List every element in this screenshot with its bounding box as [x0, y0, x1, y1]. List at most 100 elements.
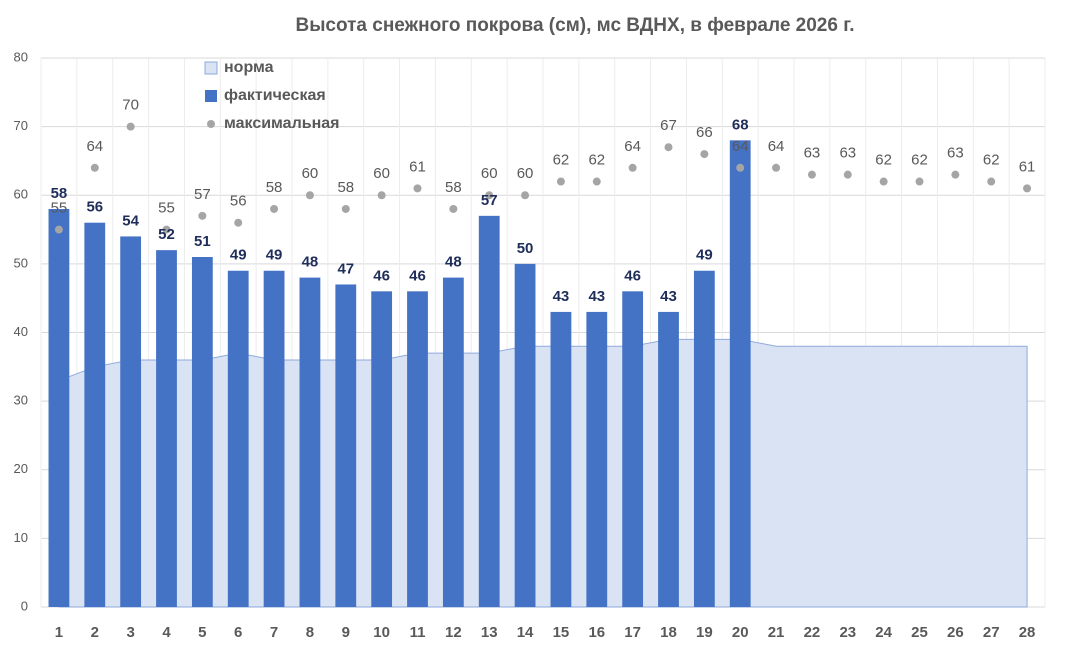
- max-point: [951, 170, 960, 179]
- max-label: 62: [911, 151, 928, 168]
- bar: [227, 270, 249, 607]
- max-label: 57: [194, 186, 211, 203]
- max-point: [664, 143, 673, 152]
- max-point: [234, 218, 243, 227]
- max-label: 55: [51, 200, 68, 217]
- x-tick-label: 13: [481, 624, 498, 641]
- max-point: [54, 225, 63, 234]
- max-point: [270, 204, 279, 213]
- bar: [442, 277, 464, 607]
- max-label: 58: [445, 179, 462, 196]
- max-label: 60: [302, 165, 319, 182]
- bar: [120, 236, 142, 608]
- max-point: [377, 191, 386, 200]
- x-tick-label: 26: [947, 624, 964, 641]
- bar: [299, 277, 321, 607]
- x-tick-label: 28: [1019, 624, 1036, 641]
- chart-title: Высота снежного покрова (см), мс ВДНХ, в…: [295, 15, 854, 36]
- max-label: 60: [373, 165, 390, 182]
- x-tick-label: 14: [517, 624, 534, 641]
- y-tick-label: 60: [14, 187, 28, 202]
- max-label: 64: [624, 138, 641, 155]
- x-tick-label: 7: [270, 624, 278, 641]
- bar-label: 56: [86, 199, 103, 216]
- bar-label: 43: [660, 288, 677, 305]
- legend-swatch: [204, 61, 218, 75]
- y-tick-label: 40: [14, 324, 28, 339]
- legend-swatch: [205, 90, 217, 102]
- max-label: 55: [158, 200, 175, 217]
- max-point: [772, 163, 781, 172]
- bar-label: 48: [445, 254, 462, 271]
- x-tick-label: 22: [804, 624, 821, 641]
- max-label: 62: [553, 151, 570, 168]
- x-tick-label: 16: [588, 624, 605, 641]
- max-point: [592, 177, 601, 186]
- x-tick-label: 24: [875, 624, 892, 641]
- bar: [371, 291, 393, 607]
- bar-label: 52: [158, 226, 175, 243]
- max-label: 61: [409, 158, 426, 175]
- y-tick-label: 10: [14, 530, 28, 545]
- max-label: 56: [230, 193, 247, 210]
- x-tick-label: 20: [732, 624, 749, 641]
- bar: [550, 311, 572, 607]
- max-point: [915, 177, 924, 186]
- max-label: 61: [1019, 158, 1036, 175]
- x-tick-label: 25: [911, 624, 928, 641]
- max-point: [162, 225, 171, 234]
- bar: [514, 263, 536, 607]
- bar-label: 49: [266, 247, 283, 264]
- bar: [407, 291, 428, 607]
- max-label: 67: [660, 117, 677, 134]
- max-point: [485, 191, 494, 200]
- x-tick-label: 12: [445, 624, 462, 641]
- max-point: [305, 191, 314, 200]
- max-label: 66: [696, 124, 713, 141]
- max-point: [700, 150, 709, 159]
- legend-label: норма: [224, 59, 274, 76]
- max-point: [126, 122, 135, 131]
- bar: [263, 270, 285, 607]
- x-tick-label: 1: [55, 624, 63, 641]
- x-tick-label: 6: [234, 624, 242, 641]
- max-label: 64: [86, 138, 103, 155]
- x-tick-label: 10: [373, 624, 390, 641]
- max-point: [449, 204, 458, 213]
- max-point: [628, 163, 637, 172]
- max-point: [198, 211, 207, 220]
- x-tick-label: 3: [126, 624, 134, 641]
- bar: [622, 291, 644, 607]
- bar-label: 46: [624, 267, 641, 284]
- max-label: 60: [517, 165, 534, 182]
- max-label: 62: [875, 151, 892, 168]
- y-tick-label: 80: [14, 49, 28, 64]
- bar-label: 54: [122, 212, 139, 229]
- y-tick-label: 50: [14, 255, 28, 270]
- x-tick-label: 9: [342, 624, 350, 641]
- max-point: [807, 170, 816, 179]
- max-point: [987, 177, 996, 186]
- x-tick-label: 27: [983, 624, 1000, 641]
- x-tick-label: 5: [198, 624, 206, 641]
- bar-label: 57: [481, 192, 498, 209]
- bar: [658, 311, 679, 607]
- bar: [693, 270, 715, 607]
- bar-label: 46: [373, 267, 390, 284]
- bar: [191, 257, 213, 607]
- max-point: [843, 170, 852, 179]
- max-label: 58: [266, 179, 283, 196]
- bar-label: 50: [517, 240, 534, 257]
- max-point: [521, 191, 530, 200]
- max-label: 60: [481, 165, 498, 182]
- legend-label: фактическая: [224, 87, 326, 104]
- bar-label: 47: [337, 260, 354, 277]
- plot: [48, 122, 1032, 608]
- bar-label: 49: [696, 247, 713, 264]
- bar-label: 46: [409, 267, 426, 284]
- x-tick-label: 4: [162, 624, 171, 641]
- max-label: 63: [804, 145, 821, 162]
- max-label: 63: [839, 145, 856, 162]
- bar: [478, 215, 500, 607]
